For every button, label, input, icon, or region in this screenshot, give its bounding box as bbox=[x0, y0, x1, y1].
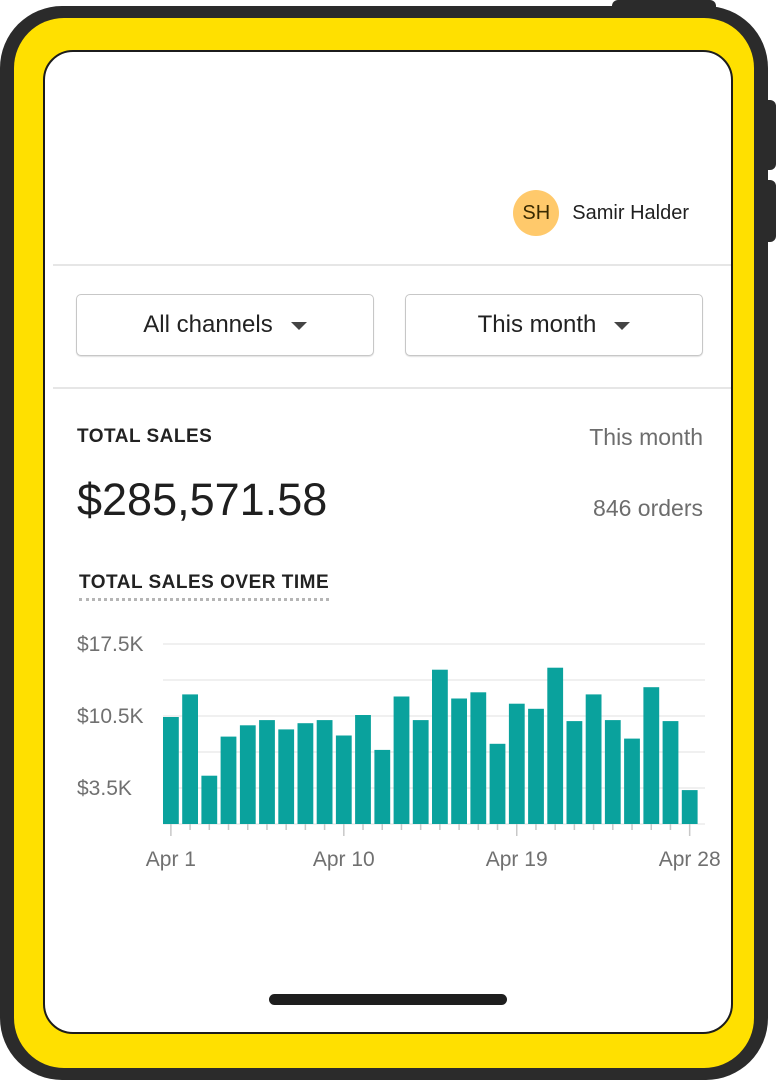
chart-bar[interactable] bbox=[220, 736, 237, 824]
chart-bar[interactable] bbox=[355, 715, 371, 824]
x-tick-label: Apr 28 bbox=[659, 848, 721, 871]
total-sales-value: $285,571.58 bbox=[77, 474, 328, 525]
chart-bar[interactable] bbox=[374, 749, 391, 824]
chart-bar[interactable] bbox=[604, 720, 621, 824]
chart-bar[interactable] bbox=[662, 721, 679, 824]
chart-bar[interactable] bbox=[585, 694, 602, 824]
chart-bar[interactable] bbox=[239, 725, 256, 824]
chart-bar[interactable] bbox=[489, 743, 506, 824]
volume-up-button bbox=[764, 100, 776, 170]
user-name: Samir Halder bbox=[572, 201, 689, 224]
chart-bar[interactable] bbox=[163, 717, 179, 824]
channel-select[interactable]: All channels bbox=[76, 294, 374, 356]
sales-over-time-chart: $17.5K $10.5K $3.5K Apr 1 Apr 10 Apr 19 Apr 28 bbox=[77, 633, 721, 871]
chart-bar[interactable] bbox=[624, 738, 640, 824]
filters-divider bbox=[53, 387, 731, 389]
y-tick-label: $10.5K bbox=[77, 705, 144, 728]
chart-bar[interactable] bbox=[297, 723, 314, 824]
chart-bar[interactable] bbox=[566, 721, 583, 824]
caret-down-icon bbox=[614, 322, 631, 330]
y-tick-label: $17.5K bbox=[77, 633, 144, 656]
x-tick-label: Apr 10 bbox=[313, 848, 375, 871]
chart-bar[interactable] bbox=[412, 720, 429, 824]
chart-bar[interactable] bbox=[547, 667, 564, 824]
chart-bar[interactable] bbox=[470, 692, 487, 824]
chart-bar[interactable] bbox=[643, 687, 660, 824]
period-select[interactable]: This month bbox=[405, 294, 703, 356]
chart-bar[interactable] bbox=[393, 696, 410, 825]
chart-bar[interactable] bbox=[528, 708, 544, 824]
chart-bar[interactable] bbox=[316, 720, 333, 824]
power-button bbox=[612, 0, 716, 12]
home-indicator[interactable] bbox=[269, 994, 507, 1005]
user-profile[interactable]: SH Samir Halder bbox=[513, 190, 689, 236]
period-select-label: This month bbox=[477, 311, 597, 338]
chart-bar[interactable] bbox=[182, 694, 198, 824]
chart-bar[interactable] bbox=[201, 775, 218, 824]
chart-bar[interactable] bbox=[335, 735, 352, 825]
app-screen: SH Samir Halder All channels This month … bbox=[43, 50, 733, 1034]
chart-bar[interactable] bbox=[451, 698, 467, 825]
channel-select-label: All channels bbox=[143, 311, 273, 338]
chart-bar[interactable] bbox=[432, 669, 448, 824]
total-sales-label: TOTAL SALES bbox=[77, 426, 213, 447]
chart-bar[interactable] bbox=[508, 703, 525, 824]
x-tick-label: Apr 1 bbox=[146, 848, 196, 871]
y-tick-label: $3.5K bbox=[77, 777, 132, 800]
volume-down-button bbox=[764, 180, 776, 242]
chart-bar[interactable] bbox=[278, 729, 295, 824]
header-divider bbox=[53, 264, 731, 266]
total-sales-period: This month bbox=[589, 424, 703, 450]
x-tick-label: Apr 19 bbox=[486, 848, 548, 871]
avatar: SH bbox=[513, 190, 560, 236]
caret-down-icon bbox=[290, 322, 307, 330]
chart-bar[interactable] bbox=[681, 790, 698, 824]
chart-bar[interactable] bbox=[259, 720, 275, 824]
order-count: 846 orders bbox=[593, 495, 703, 521]
chart-title[interactable]: TOTAL SALES OVER TIME bbox=[79, 572, 330, 601]
